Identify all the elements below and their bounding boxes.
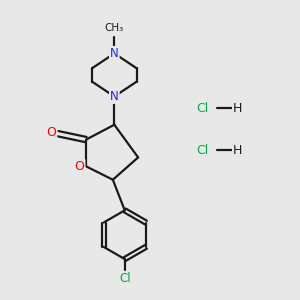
Text: Cl: Cl (196, 102, 208, 115)
Text: N: N (110, 90, 119, 103)
Text: H: H (233, 102, 242, 115)
Text: O: O (46, 126, 56, 139)
Text: N: N (110, 47, 119, 60)
Text: Cl: Cl (119, 272, 130, 285)
Text: Cl: Cl (196, 143, 208, 157)
Text: H: H (233, 143, 242, 157)
Text: CH₃: CH₃ (105, 23, 124, 33)
Text: O: O (75, 160, 85, 173)
